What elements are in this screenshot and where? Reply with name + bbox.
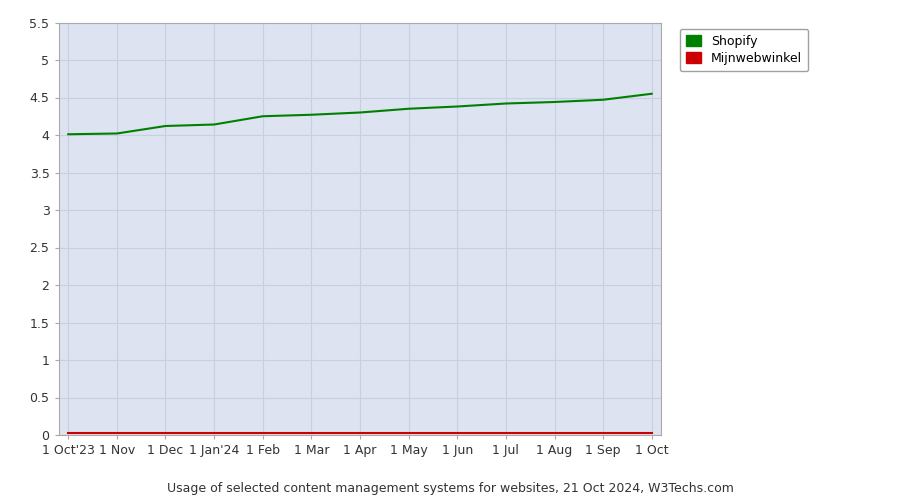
Legend: Shopify, Mijnwebwinkel: Shopify, Mijnwebwinkel bbox=[680, 28, 808, 71]
Text: Usage of selected content management systems for websites, 21 Oct 2024, W3Techs.: Usage of selected content management sys… bbox=[166, 482, 733, 495]
